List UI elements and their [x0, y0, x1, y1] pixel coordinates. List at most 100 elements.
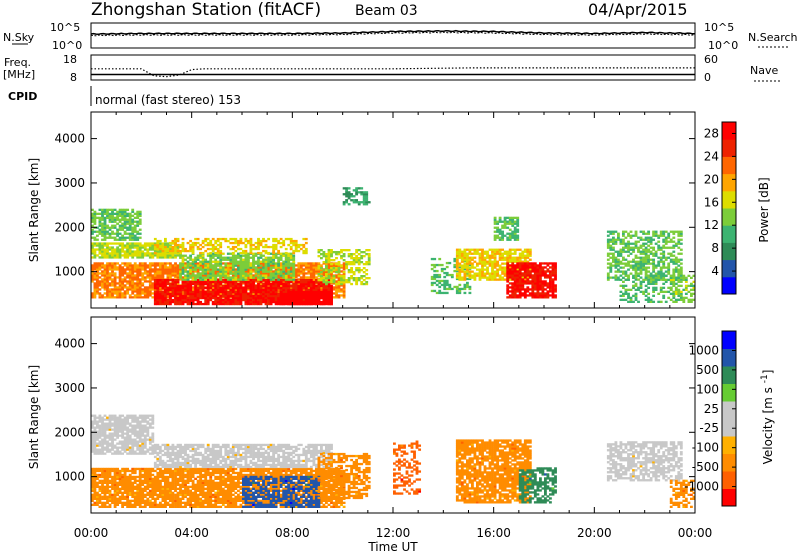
- power-cells-cell: [365, 261, 368, 263]
- power-cells-cell: [189, 293, 192, 295]
- power-cells-cell: [297, 301, 300, 303]
- power-cells-cell: [172, 248, 175, 250]
- power-cells-cell: [119, 256, 122, 258]
- power-cells-cell: [338, 275, 341, 277]
- power-cells-cell: [539, 294, 542, 296]
- power-cells-cell: [537, 264, 540, 266]
- power-cells-cell: [101, 254, 104, 256]
- power-cells-cell: [232, 257, 235, 259]
- power-cells-cell: [114, 264, 117, 266]
- power-cells-cell: [124, 209, 127, 211]
- power-cells-cell: [212, 277, 215, 279]
- power-cells-cell: [159, 295, 162, 297]
- power-cells-cell: [516, 259, 519, 261]
- power-cells-cell: [448, 288, 451, 290]
- power-cells-cell: [242, 271, 245, 273]
- power-cells-cell: [156, 295, 159, 297]
- power-cells-cell: [267, 265, 270, 267]
- power-cells-cell: [443, 268, 446, 270]
- power-cells-cell: [640, 267, 643, 269]
- power-cells-cell: [537, 288, 540, 290]
- power-cells-cell: [285, 277, 288, 279]
- power-cells-cell: [202, 281, 205, 283]
- power-cells-cell: [234, 273, 237, 275]
- power-cells-cell: [476, 273, 479, 275]
- power-cells-cell: [620, 255, 623, 257]
- power-cells-cell: [637, 237, 640, 239]
- power-cells-cell: [262, 275, 265, 277]
- power-cells-cell: [514, 239, 517, 241]
- power-cells-cell: [323, 274, 326, 276]
- power-cells-cell: [285, 248, 288, 250]
- power-cells-cell: [141, 264, 144, 266]
- power-cells-cell: [111, 221, 114, 223]
- power-cells-cell: [242, 267, 245, 269]
- power-cells-cell: [501, 277, 504, 279]
- power-cells-cell: [131, 215, 134, 217]
- power-cells-cell: [526, 251, 529, 253]
- power-cells-cell: [534, 270, 537, 272]
- power-cells-cell: [302, 291, 305, 293]
- power-cells-cell: [167, 289, 170, 291]
- power-cells-cell: [255, 246, 258, 248]
- power-cells-cell: [315, 293, 318, 295]
- power-cells-cell: [363, 267, 366, 269]
- power-cells-cell: [305, 268, 308, 270]
- power-cells-cell: [209, 291, 212, 293]
- power-cells-cell: [270, 287, 273, 289]
- power-cells-cell: [114, 268, 117, 270]
- power-cells-cell: [96, 244, 99, 246]
- power-cells-cell: [355, 249, 358, 251]
- power-cells-cell: [217, 261, 220, 263]
- power-cells-cell: [529, 249, 532, 251]
- power-cells-cell: [240, 291, 243, 293]
- power-cells-cell: [237, 255, 240, 257]
- power-cells-cell: [124, 213, 127, 215]
- power-cells-cell: [202, 295, 205, 297]
- power-cells-cell: [466, 259, 469, 261]
- power-cells-cell: [151, 244, 154, 246]
- power-cells-cell: [141, 256, 144, 258]
- power-cells-cell: [496, 251, 499, 253]
- power-cells-cell: [612, 265, 615, 267]
- power-cells-cell: [637, 247, 640, 249]
- power-cells-cell: [106, 278, 109, 280]
- power-cells-cell: [114, 262, 117, 264]
- power-cells-cell: [121, 213, 124, 215]
- power-cells-cell: [320, 285, 323, 287]
- power-cells-cell: [625, 237, 628, 239]
- power-cells-cell: [234, 250, 237, 252]
- power-cells-cell: [222, 275, 225, 277]
- power-cells-cell: [237, 269, 240, 271]
- power-cells-cell: [265, 246, 268, 248]
- power-cells-cell: [129, 233, 132, 235]
- power-cells-cell: [197, 262, 200, 264]
- power-cells-cell: [272, 244, 275, 246]
- power-cells-cell: [521, 282, 524, 284]
- power-cells-cell: [542, 270, 545, 272]
- power-cells-cell: [182, 259, 185, 261]
- power-cells-cell: [245, 279, 248, 281]
- power-cells-cell: [121, 248, 124, 250]
- power-cells-cell: [436, 280, 439, 282]
- power-cells-cell: [479, 261, 482, 263]
- power-cells-cell: [554, 284, 557, 286]
- power-cells-cell: [531, 286, 534, 288]
- power-cells-cell: [204, 267, 207, 269]
- power-cells-cell: [617, 277, 620, 279]
- power-cells-cell: [149, 292, 152, 294]
- power-cells-cell: [307, 299, 310, 301]
- power-cells-cell: [499, 229, 502, 231]
- power-cells-cell: [124, 237, 127, 239]
- power-cells-cell: [300, 293, 303, 295]
- power-cells-cell: [94, 231, 97, 233]
- power-cells-cell: [501, 239, 504, 241]
- power-cells-cell: [534, 272, 537, 274]
- power-cells-cell: [499, 237, 502, 239]
- power-cells-cell: [514, 290, 517, 292]
- power-cells-cell: [363, 199, 366, 201]
- power-cells-cell: [287, 303, 290, 305]
- power-cells-cell: [106, 231, 109, 233]
- power-cells-cell: [202, 289, 205, 291]
- power-cells-cell: [315, 268, 318, 270]
